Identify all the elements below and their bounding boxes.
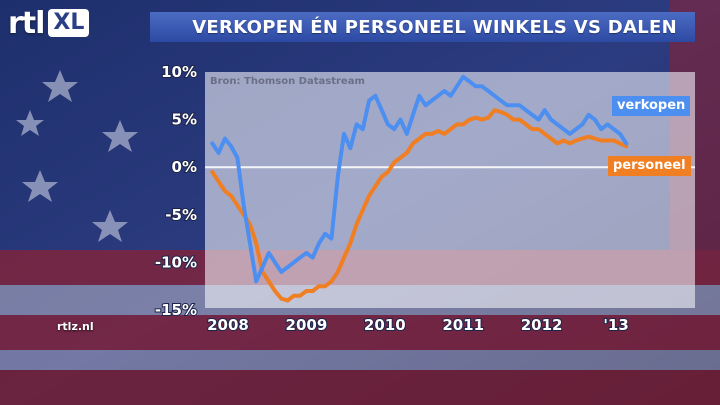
y-tick-label: 0% [172,158,197,176]
logo-rtl: rtl [8,5,45,41]
rtlxl-logo: rtl XL [8,4,90,42]
y-tick-label: -5% [165,206,197,224]
credit-rtlz: rtlz.nl [57,320,94,333]
source-label: Bron: Thomson Datastream [210,76,365,87]
chart-title: VERKOPEN ÉN PERSONEEL WINKELS VS DALEN [192,16,677,38]
y-tick-label: -15% [155,301,197,319]
title-bar: VERKOPEN ÉN PERSONEEL WINKELS VS DALEN [150,12,695,42]
x-tick-label: 2010 [364,316,406,334]
y-tick-label: 10% [161,63,197,81]
x-tick-label: '13 [603,316,628,334]
legend-personeel: personeel [608,156,691,176]
x-tick-label: 2011 [442,316,484,334]
x-tick-label: 2008 [207,316,249,334]
y-tick-label: -10% [155,253,197,271]
series-line-personeel [210,108,629,303]
series-line-verkopen [210,74,629,284]
y-tick-label: 5% [172,111,197,129]
x-tick-label: 2012 [521,316,563,334]
logo-xl: XL [48,9,90,37]
x-tick-label: 2009 [286,316,328,334]
legend-verkopen: verkopen [612,96,691,116]
